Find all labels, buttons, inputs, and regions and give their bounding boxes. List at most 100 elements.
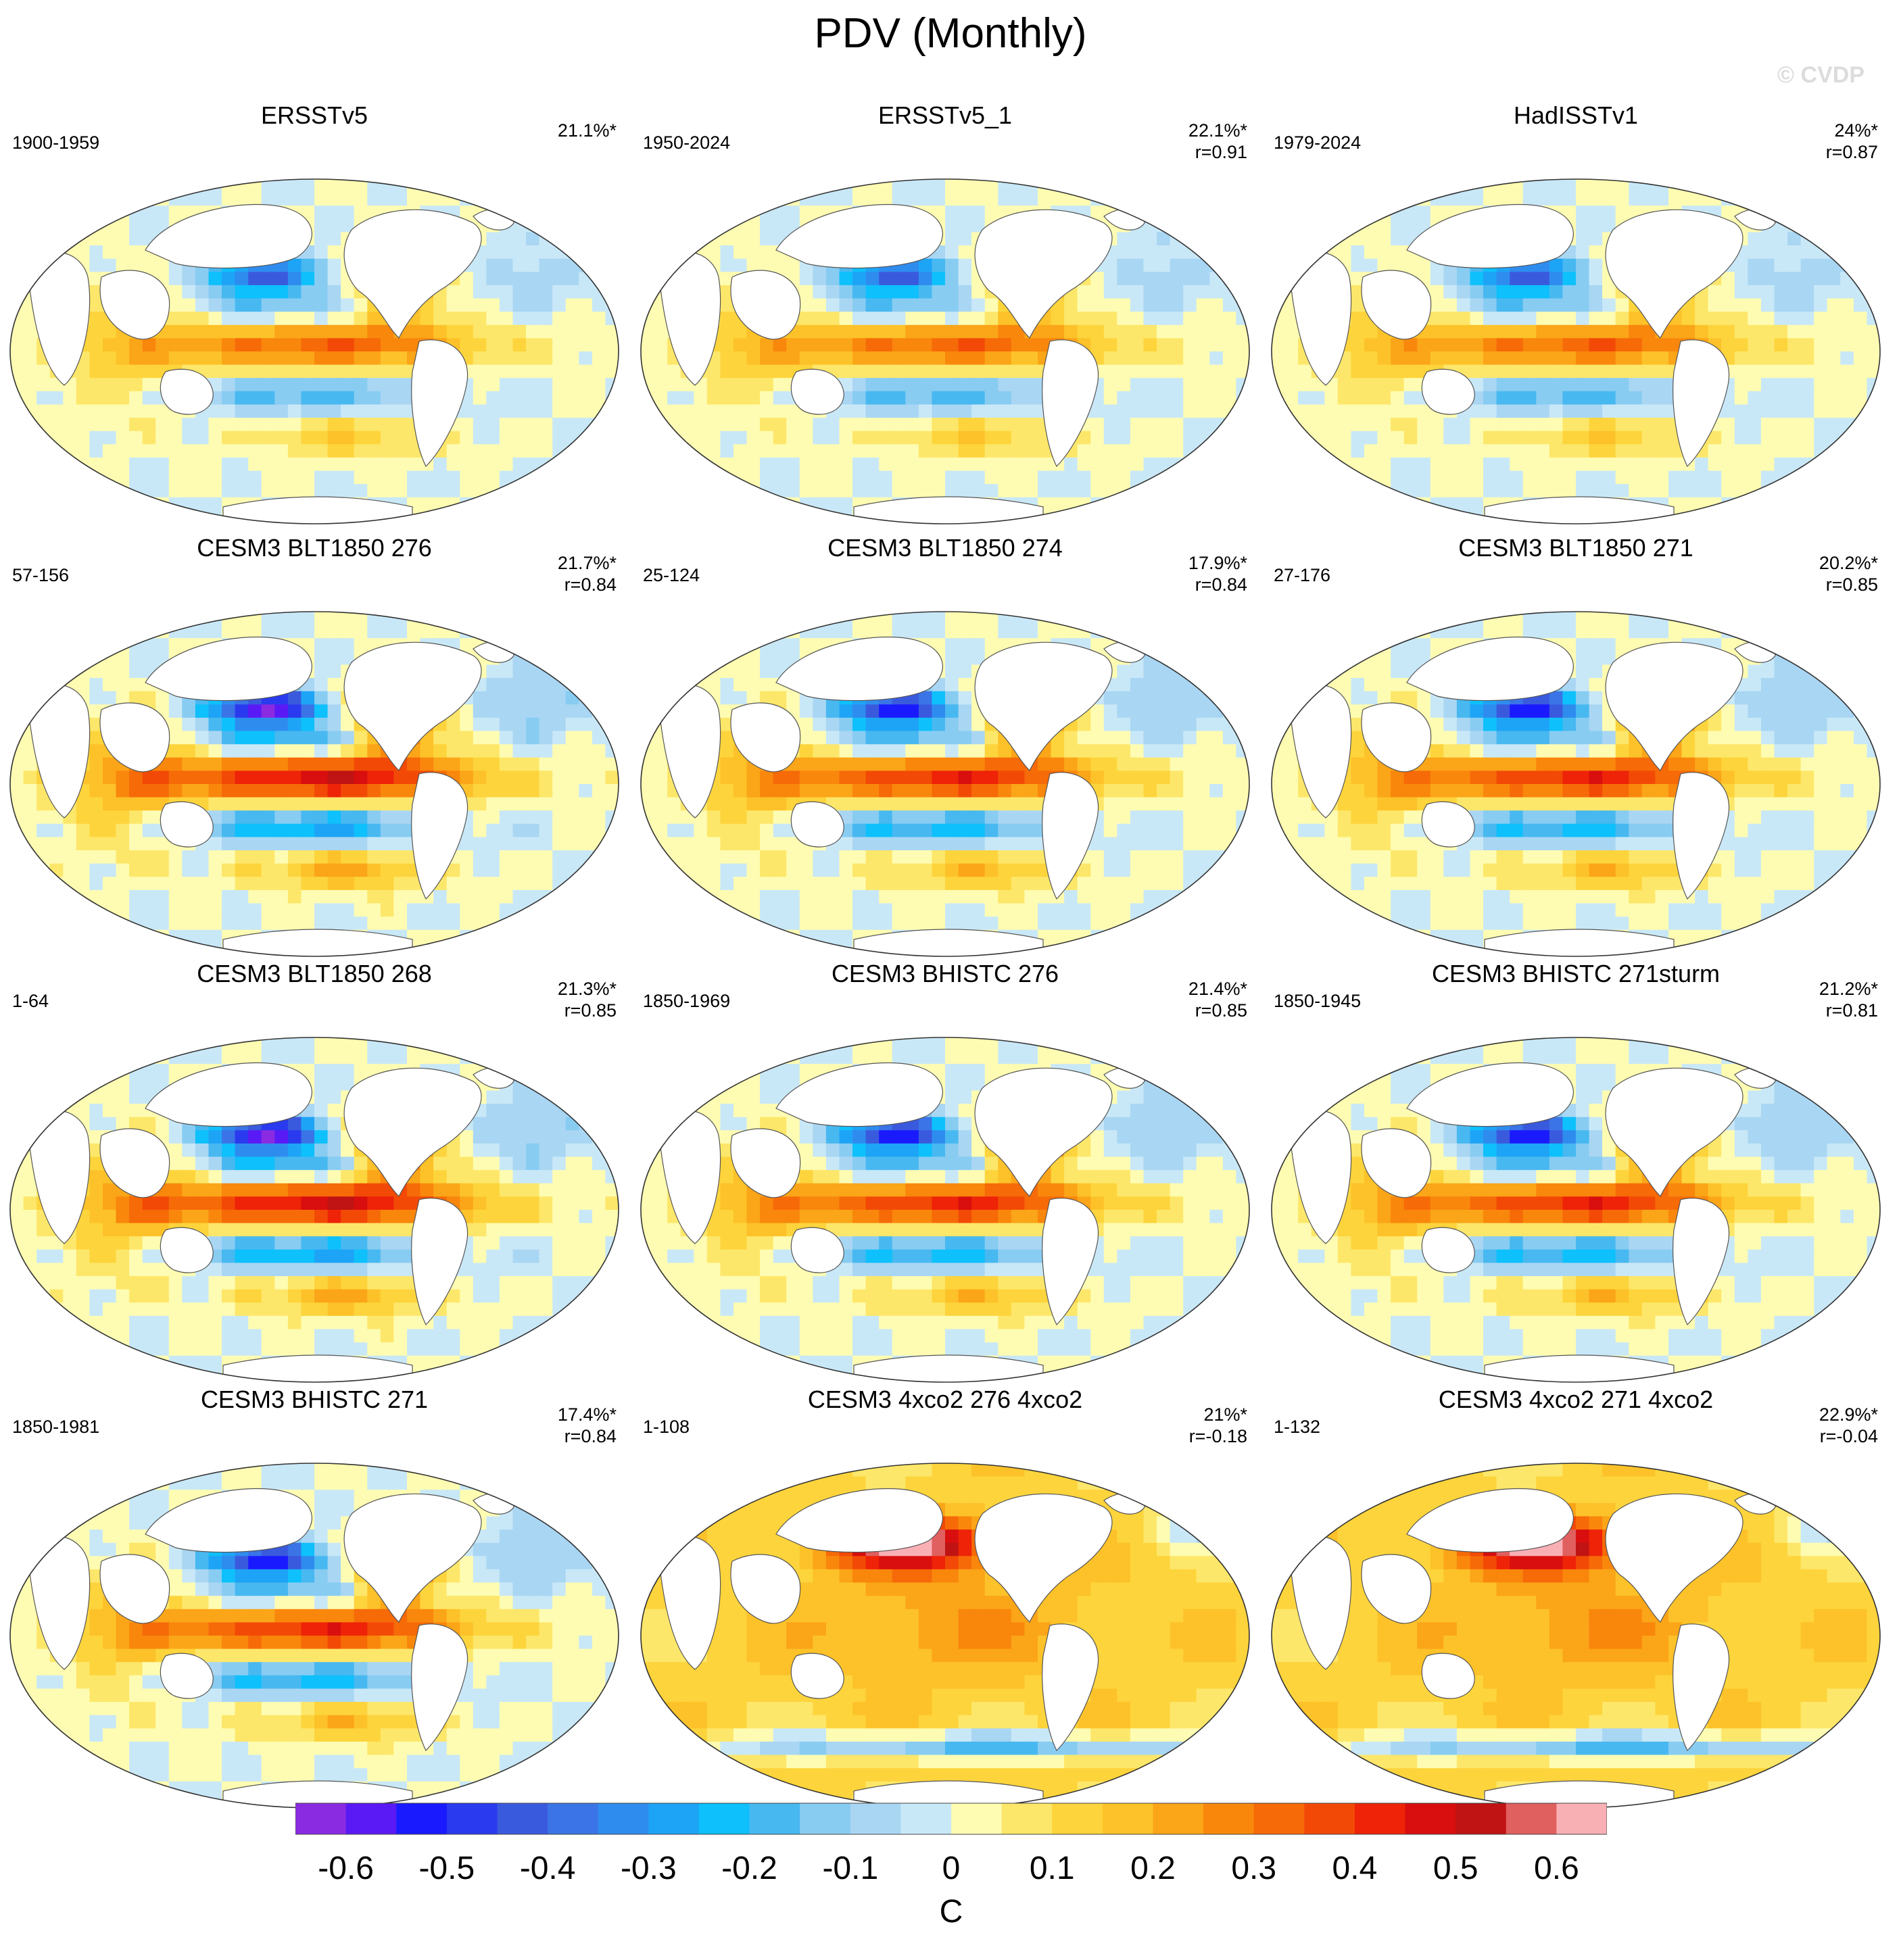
- field-cell: [1536, 457, 1550, 472]
- field-cell: [813, 298, 827, 312]
- field-cell: [539, 797, 553, 811]
- field-cell: [1403, 338, 1418, 352]
- field-cell: [641, 245, 655, 260]
- field-cell: [49, 877, 64, 891]
- field-cell: [1536, 338, 1550, 352]
- field-cell: [539, 877, 553, 891]
- field-cell: [1272, 245, 1286, 260]
- field-cell: [1615, 205, 1630, 220]
- field-cell: [23, 431, 37, 445]
- field-cell: [76, 218, 91, 233]
- field-cell: [446, 510, 461, 524]
- field-cell: [1284, 364, 1299, 378]
- field-cell: [314, 470, 329, 485]
- field-cell: [274, 484, 289, 498]
- field-cell: [354, 770, 368, 785]
- field-cell: [579, 218, 593, 233]
- field-cell: [654, 431, 668, 445]
- field-cell: [720, 391, 734, 406]
- field-cell: [116, 431, 130, 445]
- field-cell: [592, 312, 606, 326]
- field-cell: [486, 285, 500, 299]
- field-cell: [287, 757, 302, 772]
- field-cell: [539, 704, 553, 718]
- field-cell: [142, 470, 157, 485]
- field-cell: [565, 179, 580, 193]
- field-cell: [248, 903, 262, 917]
- field-cell: [23, 378, 37, 392]
- field-cell: [694, 431, 708, 445]
- field-cell: [526, 324, 540, 339]
- field-cell: [1615, 338, 1630, 352]
- field-cell: [539, 179, 553, 193]
- field-cell: [1760, 364, 1775, 378]
- field-cell: [905, 285, 919, 299]
- field-cell: [499, 810, 514, 825]
- field-cell: [539, 744, 553, 758]
- field-cell: [1483, 351, 1497, 366]
- field-cell: [1311, 179, 1326, 193]
- field-cell: [1787, 364, 1802, 378]
- field-cell: [486, 510, 500, 524]
- field-cell: [1157, 218, 1171, 233]
- field-cell: [155, 418, 170, 432]
- field-cell: [76, 510, 91, 524]
- field-cell: [1209, 338, 1224, 352]
- field-cell: [1143, 312, 1157, 326]
- field-cell: [654, 205, 668, 220]
- field-cell: [592, 484, 606, 498]
- field-cell: [327, 272, 341, 286]
- field-cell: [799, 457, 814, 472]
- field-cell: [1774, 351, 1788, 366]
- field-cell: [579, 298, 593, 312]
- field-cell: [460, 312, 474, 326]
- field-cell: [1351, 378, 1365, 392]
- field-cell: [103, 823, 117, 838]
- field-cell: [235, 444, 249, 458]
- field-cell: [248, 717, 262, 732]
- field-cell: [235, 810, 249, 825]
- field-cell: [773, 391, 788, 406]
- field-cell: [1143, 232, 1157, 246]
- field-cell: [367, 823, 381, 838]
- field-cell: [565, 457, 580, 472]
- field-cell: [641, 272, 655, 286]
- field-cell: [63, 877, 77, 891]
- field-cell: [10, 232, 24, 246]
- field-cell: [1337, 431, 1352, 445]
- field-cell: [301, 784, 315, 798]
- field-cell: [998, 484, 1012, 498]
- field-cell: [1364, 364, 1378, 378]
- field-cell: [592, 943, 606, 956]
- field-cell: [526, 664, 540, 679]
- field-cell: [116, 364, 130, 378]
- field-cell: [526, 298, 540, 312]
- field-cell: [1748, 298, 1762, 312]
- field-cell: [773, 510, 788, 524]
- field-cell: [1576, 205, 1590, 220]
- field-cell: [341, 338, 355, 352]
- field-cell: [1760, 378, 1775, 392]
- field-cell: [813, 457, 827, 472]
- field-cell: [314, 298, 329, 312]
- field-cell: [433, 916, 448, 931]
- field-cell: [142, 418, 157, 432]
- field-cell: [486, 704, 500, 718]
- field-cell: [1470, 272, 1484, 286]
- field-cell: [1130, 484, 1145, 498]
- field-cell: [129, 192, 143, 206]
- field-cell: [1760, 510, 1775, 524]
- field-cell: [1209, 232, 1224, 246]
- field-cell: [605, 205, 619, 220]
- field-cell: [222, 850, 236, 864]
- field-cell: [1748, 418, 1762, 432]
- field-cell: [605, 651, 619, 666]
- field-cell: [1284, 497, 1299, 512]
- field-cell: [222, 312, 236, 326]
- field-cell: [341, 470, 355, 485]
- field-cell: [1391, 378, 1405, 392]
- field-cell: [1130, 312, 1145, 326]
- field-cell: [10, 863, 24, 878]
- field-cell: [248, 784, 262, 798]
- field-cell: [235, 704, 249, 718]
